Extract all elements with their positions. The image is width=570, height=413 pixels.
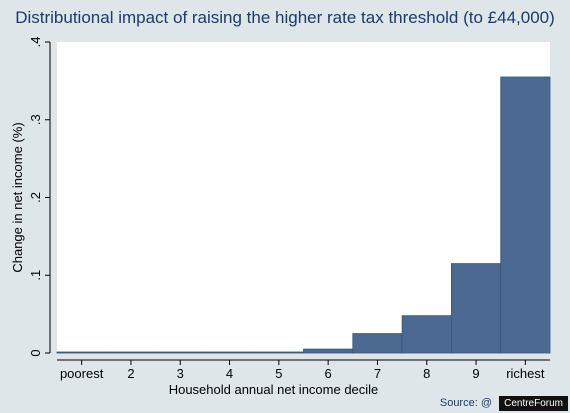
publisher-badge: CentreForum xyxy=(499,396,568,411)
x-tick-label: 3 xyxy=(177,366,184,381)
bar-richest xyxy=(500,76,551,354)
x-tick-label: 7 xyxy=(374,366,381,381)
y-tick-label: .3 xyxy=(28,114,43,125)
x-tick-label: 5 xyxy=(275,366,282,381)
bar-4 xyxy=(204,351,255,354)
bar-5 xyxy=(253,351,304,354)
x-tick-label: 2 xyxy=(127,366,134,381)
x-axis: poorest 2 3 4 5 6 7 8 9 richest xyxy=(57,359,550,381)
y-tick-label: 0 xyxy=(28,349,43,356)
y-axis: 0 .1 .2 .3 .4 xyxy=(28,37,51,357)
x-tick-label: poorest xyxy=(60,366,104,381)
y-tick-label: .2 xyxy=(28,192,43,203)
bar-9 xyxy=(450,263,502,354)
bars-group xyxy=(56,76,551,354)
bar-poorest xyxy=(56,351,107,354)
x-tick-label: 9 xyxy=(472,366,479,381)
bar-2 xyxy=(105,351,157,354)
y-tick-label: .1 xyxy=(28,270,43,281)
chart-title: Distributional impact of raising the hig… xyxy=(15,8,555,27)
y-axis-label: Change in net income (%) xyxy=(10,122,25,272)
bar-6 xyxy=(303,348,354,354)
x-tick-label: 4 xyxy=(226,366,233,381)
y-tick-label: .4 xyxy=(28,37,43,48)
bar-3 xyxy=(155,351,206,354)
source-note: Source: @ xyxy=(439,397,492,409)
bar-7 xyxy=(352,333,403,354)
x-tick-label: 6 xyxy=(325,366,332,381)
bar-8 xyxy=(401,315,452,354)
x-axis-label: Household annual net income decile xyxy=(169,382,379,397)
x-tick-label: 8 xyxy=(423,366,430,381)
x-tick-label: richest xyxy=(506,366,545,381)
